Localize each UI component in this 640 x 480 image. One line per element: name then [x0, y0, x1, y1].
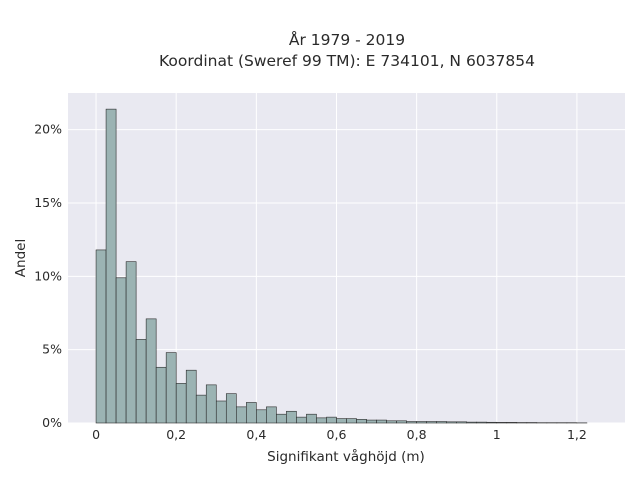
histogram-bar: [115, 277, 127, 424]
histogram-bar: [185, 369, 197, 424]
y-axis-ticks: 0% 5% 10% 15% 20%: [34, 122, 62, 430]
chart-subtitle: Koordinat (Sweref 99 TM): E 734101, N 60…: [159, 52, 535, 70]
histogram-bar: [466, 421, 478, 424]
histogram-bar: [205, 384, 217, 424]
y-tick-label: 5%: [42, 342, 62, 357]
histogram-bar: [135, 339, 147, 424]
y-axis-label: Andel: [13, 239, 29, 277]
bars: [95, 108, 588, 424]
y-tick-label: 0%: [42, 415, 62, 430]
histogram-bar: [496, 422, 508, 424]
histogram-bar: [215, 400, 227, 424]
histogram-bar: [446, 421, 457, 424]
y-tick-label: 15%: [34, 195, 62, 210]
x-tick-label: 0: [92, 427, 100, 442]
y-tick-label: 20%: [34, 122, 62, 137]
histogram-bar: [506, 422, 518, 424]
histogram-bar: [486, 421, 498, 424]
histogram-bar: [95, 249, 107, 424]
histogram-bar: [436, 421, 447, 424]
histogram-bar: [326, 416, 337, 424]
histogram-bar: [306, 413, 317, 424]
histogram-bar: [316, 417, 327, 424]
x-axis-label: Signifikant våghöjd (m): [267, 448, 425, 465]
x-tick-label: 0,4: [246, 427, 266, 442]
histogram-bar: [155, 366, 167, 424]
histogram-bar: [376, 419, 387, 424]
histogram-bar: [476, 421, 488, 424]
histogram-bar: [256, 409, 267, 424]
histogram-bar: [396, 420, 407, 424]
histogram-bar: [236, 406, 247, 424]
histogram-bar: [456, 421, 468, 424]
histogram-bar: [125, 261, 137, 424]
histogram-bar: [195, 394, 207, 424]
histogram-bar: [416, 421, 427, 424]
histogram-bar: [356, 419, 367, 424]
histogram-bar: [266, 406, 277, 424]
x-axis-ticks: 0 0,2 0,4 0,6 0,8 1 1,2: [92, 427, 587, 442]
histogram-bar: [175, 383, 187, 424]
histogram-bar: [145, 318, 157, 424]
x-tick-label: 0,2: [166, 427, 186, 442]
histogram-bar: [276, 413, 287, 424]
histogram-bar: [346, 418, 357, 424]
histogram-bar: [225, 393, 237, 424]
histogram-bar: [296, 416, 307, 424]
x-tick-label: 0,8: [407, 427, 427, 442]
histogram-bar: [246, 402, 257, 424]
histogram-bar: [105, 108, 117, 424]
histogram-bar: [165, 352, 177, 424]
x-tick-label: 1,2: [567, 427, 587, 442]
y-tick-label: 10%: [34, 268, 62, 283]
x-tick-label: 1: [493, 427, 501, 442]
chart-title: År 1979 - 2019: [289, 30, 405, 49]
histogram-bar: [426, 421, 437, 424]
histogram-bar: [386, 420, 397, 424]
x-tick-label: 0,6: [327, 427, 347, 442]
histogram-bar: [406, 421, 417, 424]
histogram-bar: [336, 418, 347, 424]
histogram-bar: [366, 419, 377, 424]
histogram-bar: [286, 410, 297, 424]
